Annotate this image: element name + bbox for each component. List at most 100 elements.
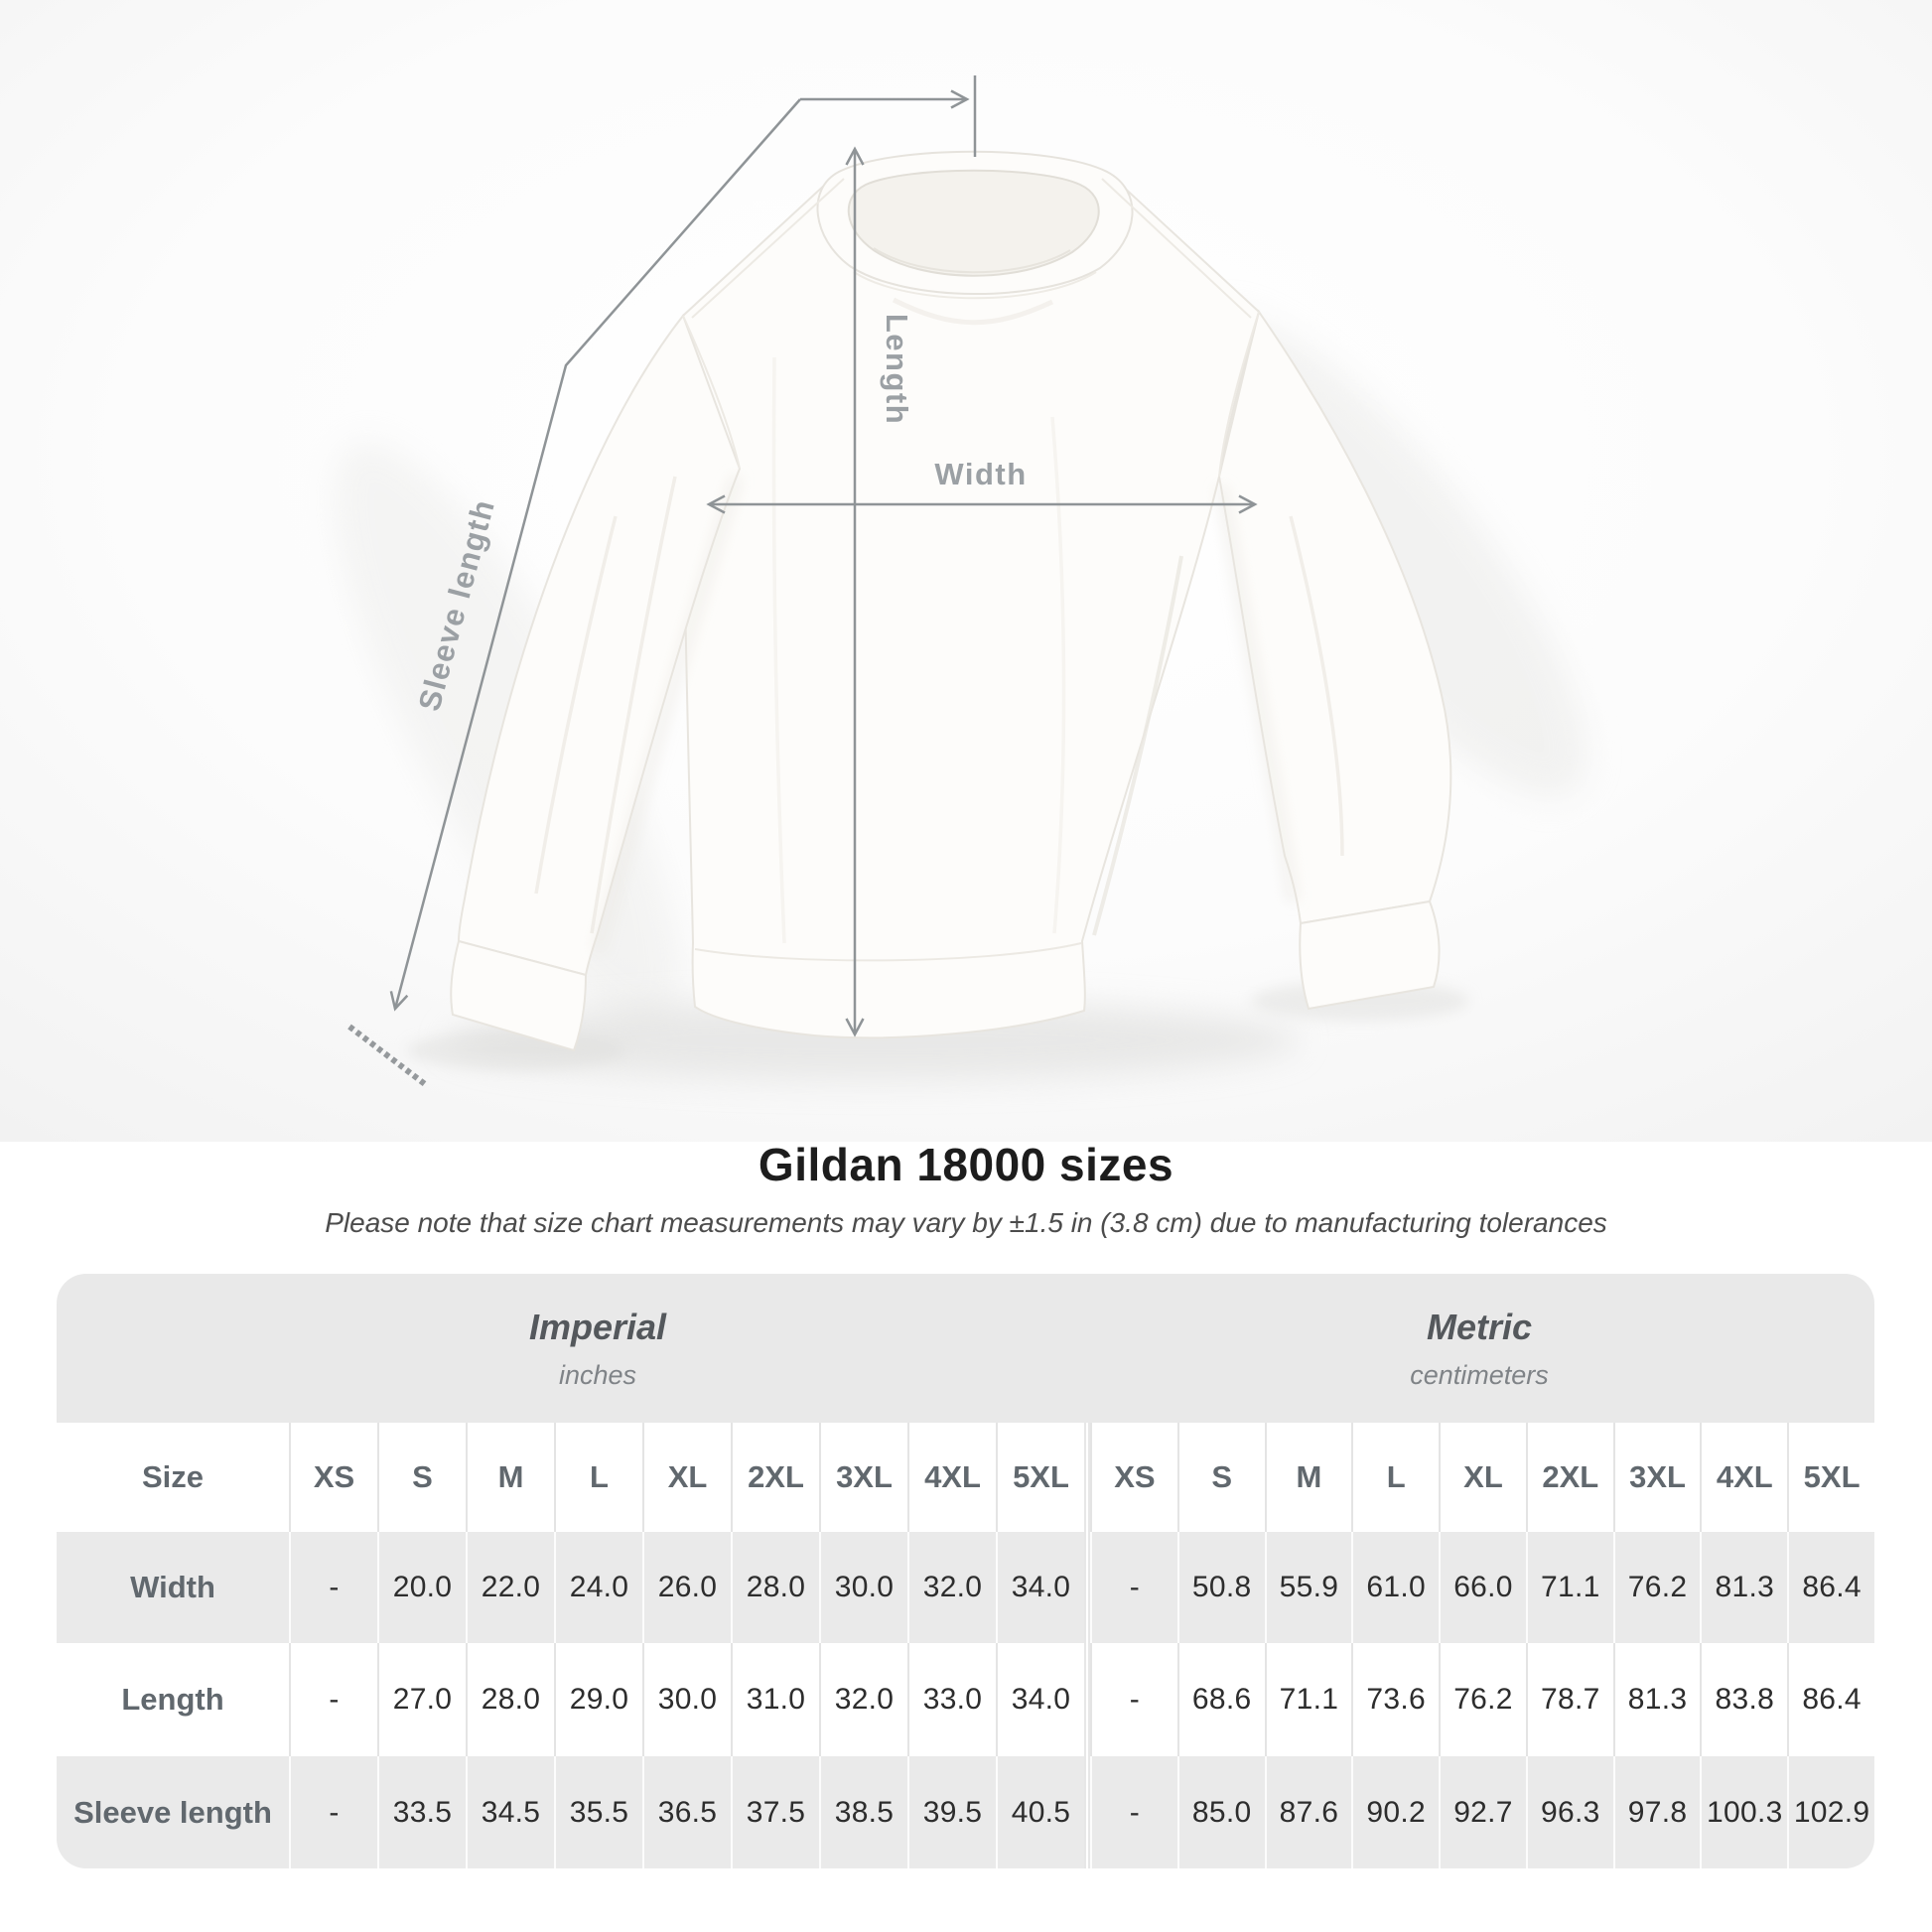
metric-size-header: S — [1176, 1423, 1265, 1532]
sweatshirt-illustration — [450, 150, 1452, 1052]
left-cuff — [450, 939, 588, 1052]
imperial-value: 39.5 — [907, 1756, 996, 1868]
imperial-section-header: Imperial inches — [57, 1274, 1084, 1423]
metric-value: 76.2 — [1439, 1643, 1526, 1756]
imperial-value: 31.0 — [731, 1643, 819, 1756]
metric-value: - — [1090, 1532, 1177, 1643]
metric-size-header: L — [1351, 1423, 1440, 1532]
length-label: Length — [880, 314, 914, 425]
metric-size-header: 3XL — [1612, 1423, 1701, 1532]
imperial-value: 32.0 — [907, 1532, 996, 1643]
page-subtitle: Please note that size chart measurements… — [325, 1207, 1607, 1238]
imperial-value: 40.5 — [996, 1756, 1084, 1868]
metric-size-header: 4XL — [1700, 1423, 1788, 1532]
width-label: Width — [934, 457, 1027, 491]
metric-value: 55.9 — [1264, 1532, 1352, 1643]
sweatshirt-diagram: Length Width Sleeve length — [0, 0, 1932, 1142]
metric-size-header: 5XL — [1787, 1423, 1874, 1532]
imperial-value: 28.0 — [731, 1532, 819, 1643]
metric-value: 92.7 — [1439, 1756, 1526, 1868]
imperial-size-header: XL — [642, 1423, 731, 1532]
metric-size-header: XS — [1090, 1423, 1177, 1532]
imperial-section-label: Imperial — [528, 1306, 667, 1347]
metric-size-header: M — [1264, 1423, 1352, 1532]
metric-value: 78.7 — [1525, 1643, 1613, 1756]
row-label: Width — [57, 1532, 289, 1643]
sizes-table: Imperial inches Metric centimeters Size XS S M L… — [57, 1274, 1874, 1868]
imperial-value: 30.0 — [642, 1643, 731, 1756]
imperial-value: 26.0 — [642, 1532, 731, 1643]
imperial-value: 34.5 — [466, 1756, 554, 1868]
imperial-value: - — [289, 1532, 377, 1643]
imperial-section-units: inches — [558, 1359, 637, 1390]
metric-section-units: centimeters — [1410, 1359, 1549, 1390]
metric-value: 86.4 — [1787, 1532, 1874, 1643]
section-divider — [1084, 1756, 1090, 1868]
imperial-value: 20.0 — [377, 1532, 466, 1643]
row-label: Length — [57, 1643, 289, 1756]
imperial-size-header: S — [377, 1423, 466, 1532]
metric-value: 66.0 — [1439, 1532, 1526, 1643]
imperial-value: 27.0 — [377, 1643, 466, 1756]
metric-value: 83.8 — [1700, 1643, 1788, 1756]
metric-value: 61.0 — [1351, 1532, 1440, 1643]
imperial-value: 28.0 — [466, 1643, 554, 1756]
metric-section-label: Metric — [1426, 1306, 1533, 1347]
imperial-value: 36.5 — [642, 1756, 731, 1868]
metric-value: 85.0 — [1176, 1756, 1265, 1868]
imperial-size-header: 5XL — [996, 1423, 1084, 1532]
metric-value: 76.2 — [1612, 1532, 1701, 1643]
metric-value: - — [1090, 1756, 1177, 1868]
metric-value: 50.8 — [1176, 1532, 1265, 1643]
metric-value: 102.9 — [1787, 1756, 1874, 1868]
metric-value: 68.6 — [1176, 1643, 1265, 1756]
imperial-value: 32.0 — [819, 1643, 907, 1756]
caption-block: Gildan 18000 sizes Please note that size… — [0, 1138, 1932, 1239]
imperial-value: 29.0 — [554, 1643, 642, 1756]
dimension-lines — [347, 75, 1258, 1087]
hatch-mark — [347, 1024, 427, 1087]
imperial-value: - — [289, 1643, 377, 1756]
metric-section-header: Metric centimeters — [1084, 1274, 1874, 1423]
imperial-value: 33.5 — [377, 1756, 466, 1868]
section-divider — [1084, 1532, 1090, 1643]
metric-value: 100.3 — [1700, 1756, 1788, 1868]
metric-size-header: 2XL — [1525, 1423, 1613, 1532]
imperial-value: 37.5 — [731, 1756, 819, 1868]
imperial-value: 33.0 — [907, 1643, 996, 1756]
metric-value: 90.2 — [1351, 1756, 1440, 1868]
size-corner-header: Size — [57, 1423, 289, 1532]
product-photo: Length Width Sleeve length — [0, 0, 1932, 1142]
metric-value: 97.8 — [1612, 1756, 1701, 1868]
metric-value: - — [1090, 1643, 1177, 1756]
metric-value: 86.4 — [1787, 1643, 1874, 1756]
row-label: Sleeve length — [57, 1756, 289, 1868]
imperial-size-header: 2XL — [731, 1423, 819, 1532]
imperial-size-header: M — [466, 1423, 554, 1532]
imperial-value: 24.0 — [554, 1532, 642, 1643]
metric-value: 71.1 — [1525, 1532, 1613, 1643]
metric-value: 73.6 — [1351, 1643, 1440, 1756]
page-title: Gildan 18000 sizes — [758, 1139, 1174, 1190]
imperial-size-header: 4XL — [907, 1423, 996, 1532]
section-divider — [1084, 1643, 1090, 1756]
imperial-size-header: XS — [289, 1423, 377, 1532]
collar-opening — [847, 169, 1100, 277]
right-cuff — [1299, 899, 1441, 1011]
section-divider — [1084, 1423, 1090, 1532]
imperial-value: 35.5 — [554, 1756, 642, 1868]
imperial-value: - — [289, 1756, 377, 1868]
imperial-value: 34.0 — [996, 1532, 1084, 1643]
sleeve-length-dimension-line — [389, 98, 801, 1012]
imperial-value: 34.0 — [996, 1643, 1084, 1756]
imperial-size-header: 3XL — [819, 1423, 907, 1532]
imperial-value: 22.0 — [466, 1532, 554, 1643]
imperial-value: 38.5 — [819, 1756, 907, 1868]
imperial-size-header: L — [554, 1423, 642, 1532]
metric-value: 81.3 — [1612, 1643, 1701, 1756]
imperial-value: 30.0 — [819, 1532, 907, 1643]
metric-value: 71.1 — [1264, 1643, 1352, 1756]
metric-value: 81.3 — [1700, 1532, 1788, 1643]
metric-value: 87.6 — [1264, 1756, 1352, 1868]
